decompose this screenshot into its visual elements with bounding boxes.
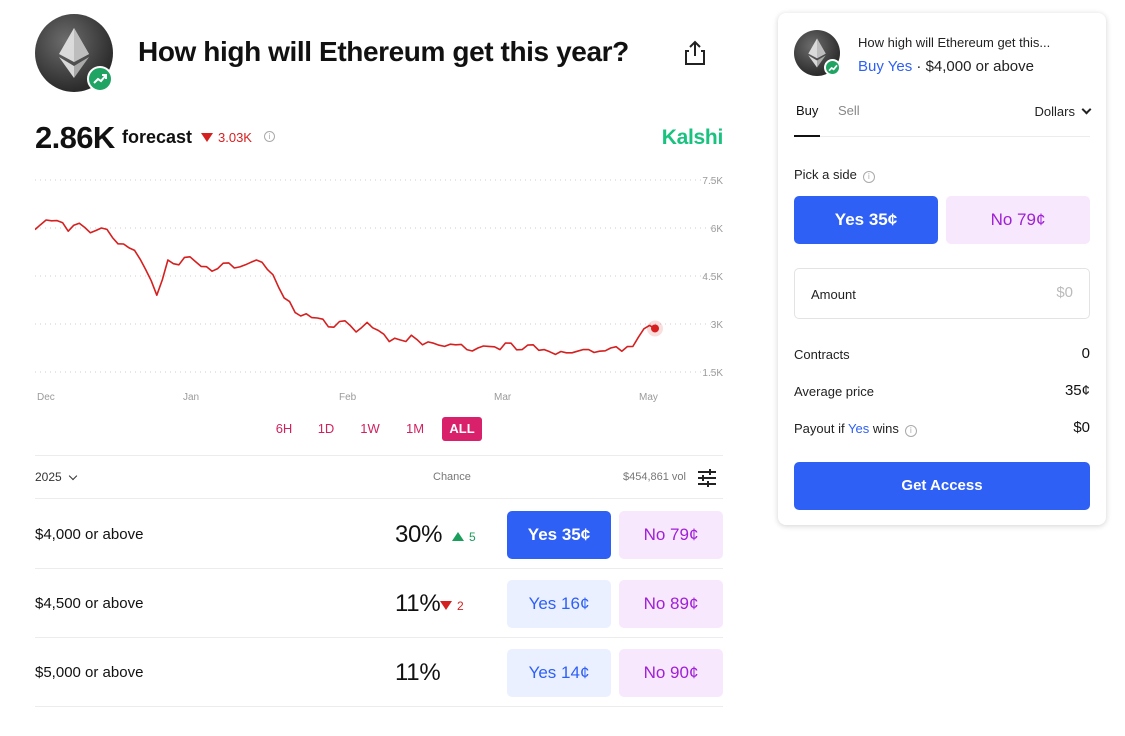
range-all[interactable]: ALL [442,417,482,441]
no-button[interactable]: No 90¢ [619,649,723,697]
y-tick-label: 6K [711,224,723,235]
trending-up-icon [87,66,113,92]
brand-logo[interactable]: Kalshi [661,126,724,149]
forecast-change: 3.03K [201,130,252,145]
chance-change-value: 5 [469,530,476,544]
contracts-value: 0 [1081,345,1090,362]
up-triangle-icon [452,532,464,541]
outcome-chance: 11% [395,590,441,617]
chance-change: 5 [452,530,476,544]
payout-suffix: wins [872,421,899,436]
forecast-change-value: 3.03K [218,130,252,145]
panel-selection: Buy Yes · $4,000 or above [858,58,1034,75]
outcome-row[interactable]: $4,500 or above 11% 2 Yes 16¢ No 89¢ [35,569,723,638]
down-triangle-icon [440,601,452,610]
info-icon[interactable]: i [862,171,875,183]
x-tick-label: Mar [494,392,512,403]
outcome-label: $5,000 or above [35,664,144,681]
selected-option: $4,000 or above [925,58,1034,75]
yes-button[interactable]: Yes 14¢ [507,649,611,697]
volume-label: $454,861 vol [623,471,686,483]
amount-input[interactable] [953,284,1073,301]
payout-value: $0 [1073,419,1090,436]
page-title: How high will Ethereum get this year? [138,36,629,67]
payout-yes: Yes [847,421,870,436]
x-tick-label: May [639,392,658,403]
ethereum-logo-icon [35,14,113,92]
range-1m[interactable]: 1M [405,421,425,436]
selected-side: Buy Yes [858,58,913,75]
outcome-row[interactable]: $5,000 or above 11% Yes 14¢ No 90¢ [35,638,723,707]
payout-prefix: Payout if [794,421,845,436]
get-access-button[interactable]: Get Access [794,462,1090,510]
chance-change: 2 [440,599,464,613]
info-icon[interactable]: i [264,131,275,142]
trade-tabs: Buy Sell Dollars [794,103,1092,137]
year-select-value: 2025 [35,470,62,484]
filter-sliders-icon[interactable] [697,468,717,488]
y-tick-label: 1.5K [702,368,723,379]
info-icon[interactable]: i [904,425,917,437]
chance-column-header: Chance [433,471,471,483]
contracts-label: Contracts [794,347,850,362]
contracts-row: Contracts 0 [794,345,1090,367]
forecast-label: forecast [122,127,193,147]
y-tick-label: 7.5K [702,176,723,187]
market-header: How high will Ethereum get this year? [35,14,723,94]
outcome-label: $4,000 or above [35,526,144,543]
current-point [651,324,659,333]
y-tick-label: 3K [711,320,723,331]
x-tick-label: Dec [37,392,55,403]
forecast-summary: 2.86K forecast 3.03K i Kalshi [35,118,723,158]
range-1d[interactable]: 1D [317,421,335,436]
currency-select-value: Dollars [1034,104,1075,119]
outcome-chance: 30% [395,521,443,548]
pick-side-text: Pick a side [794,167,857,182]
range-6h[interactable]: 6H [275,421,293,436]
chance-change-value: 2 [457,599,464,613]
trending-up-icon [824,59,841,76]
range-1w[interactable]: 1W [360,421,380,436]
chevron-down-icon [1081,104,1092,115]
no-button[interactable]: No 79¢ [619,511,723,559]
side-no-button[interactable]: No 79¢ [946,196,1090,244]
trade-panel: How high will Ethereum get this... Buy Y… [778,13,1106,525]
side-yes-button[interactable]: Yes 35¢ [794,196,938,244]
forecast-line [35,219,656,356]
payout-row: Payout if Yes wins i $0 [794,419,1090,441]
panel-market-title: How high will Ethereum get this... [858,35,1051,50]
forecast-chart[interactable]: 7.5K 6K 4.5K 3K 1.5K Dec Jan Feb Mar May [35,168,723,408]
share-icon[interactable] [684,40,706,66]
average-price-row: Average price 35¢ [794,382,1090,404]
tab-sell[interactable]: Sell [838,103,860,118]
x-tick-label: Feb [339,392,357,403]
year-select[interactable]: 2025 [35,470,77,484]
currency-select[interactable]: Dollars [1034,104,1092,119]
down-triangle-icon [201,133,213,142]
yes-button[interactable]: Yes 35¢ [507,511,611,559]
amount-label: Amount [811,287,856,302]
tab-buy[interactable]: Buy [794,103,821,137]
outcomes-table-header: 2025 Chance $454,861 vol [35,455,723,499]
y-tick-label: 4.5K [702,272,723,283]
no-button[interactable]: No 89¢ [619,580,723,628]
average-price-value: 35¢ [1064,382,1090,399]
outcome-chance: 11% [395,659,441,686]
yes-button[interactable]: Yes 16¢ [507,580,611,628]
forecast-value: 2.86K [35,120,115,155]
average-price-label: Average price [794,384,874,399]
separator: · [916,58,922,75]
chevron-down-icon [68,471,77,481]
outcome-row[interactable]: $4,000 or above 30% 5 Yes 35¢ No 79¢ [35,500,723,569]
amount-field[interactable]: Amount [794,268,1090,319]
pick-side-label: Pick a side i [794,167,875,183]
x-tick-label: Jan [183,392,199,403]
outcome-label: $4,500 or above [35,595,144,612]
